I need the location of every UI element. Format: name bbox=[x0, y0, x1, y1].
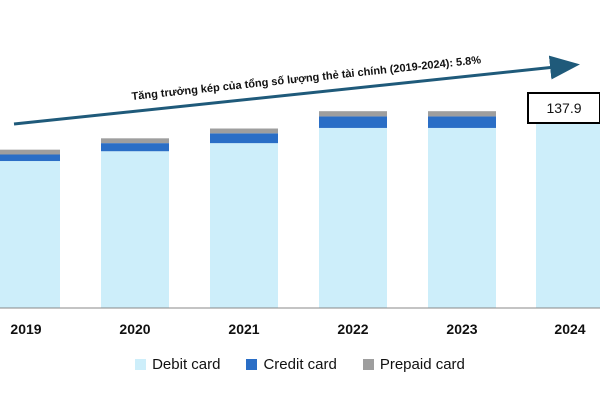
callout-value: 137.9 bbox=[546, 100, 581, 116]
x-tick-label-2021: 2021 bbox=[228, 321, 259, 337]
bar-debit-card-2021 bbox=[210, 143, 278, 308]
bar-credit-card-2020 bbox=[101, 143, 169, 152]
legend-swatch-credit bbox=[246, 358, 258, 370]
x-tick-labels: 2019 2020 2021 2022 2023 2024 bbox=[10, 321, 585, 337]
bar-prepaid-card-2021 bbox=[210, 128, 278, 134]
bar-prepaid-card-2023 bbox=[428, 111, 496, 117]
legend-item-credit: Credit card bbox=[246, 355, 337, 373]
bar-debit-card-2022 bbox=[319, 127, 387, 308]
legend: Debit card Credit card Prepaid card bbox=[0, 354, 600, 374]
x-tick-label-2024: 2024 bbox=[554, 321, 585, 337]
bar-debit-card-2024 bbox=[536, 121, 600, 308]
legend-swatch-prepaid bbox=[362, 358, 374, 370]
x-tick-label-2019: 2019 bbox=[10, 321, 41, 337]
cagr-annotation: Tăng trưởng kép của tổng số lượng thẻ tà… bbox=[131, 54, 482, 103]
x-tick-label-2023: 2023 bbox=[446, 321, 477, 337]
bar-debit-card-2019 bbox=[0, 161, 60, 308]
legend-label-debit: Debit card bbox=[152, 355, 221, 373]
x-tick-label-2022: 2022 bbox=[337, 321, 368, 337]
bar-credit-card-2023 bbox=[428, 116, 496, 128]
bar-credit-card-2022 bbox=[319, 116, 387, 128]
bar-debit-card-2023 bbox=[428, 127, 496, 308]
x-tick-label-2020: 2020 bbox=[119, 321, 150, 337]
bar-prepaid-card-2019 bbox=[0, 149, 60, 155]
legend-label-credit: Credit card bbox=[263, 355, 337, 373]
bars-group bbox=[0, 106, 600, 308]
bar-prepaid-card-2022 bbox=[319, 111, 387, 117]
total-callout: 137.9 bbox=[527, 92, 600, 124]
bar-credit-card-2021 bbox=[210, 133, 278, 144]
callout-box bbox=[527, 92, 600, 124]
bar-credit-card-2019 bbox=[0, 154, 60, 162]
bar-debit-card-2020 bbox=[101, 151, 169, 308]
legend-item-debit: Debit card bbox=[135, 356, 220, 373]
legend-swatch-debit bbox=[135, 358, 147, 370]
bar-prepaid-card-2020 bbox=[101, 138, 169, 144]
legend-item-prepaid: Prepaid card bbox=[362, 355, 465, 373]
growth-trend-arrow bbox=[13, 55, 580, 126]
legend-label-prepaid: Prepaid card bbox=[379, 355, 465, 373]
